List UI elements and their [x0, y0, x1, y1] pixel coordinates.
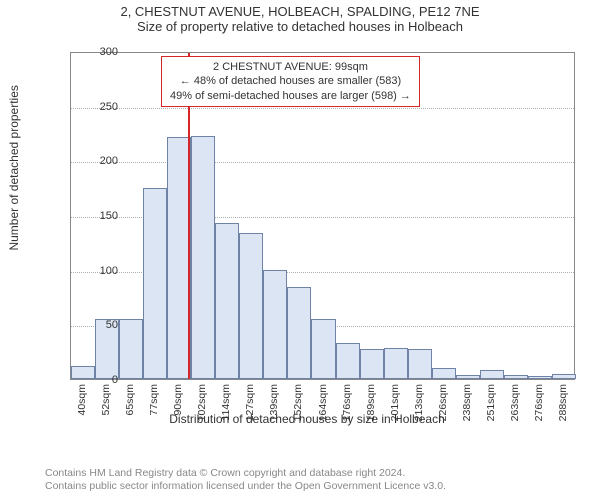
y-tick-label: 300	[78, 46, 118, 58]
histogram-bar	[263, 270, 287, 379]
page-title-subtitle: Size of property relative to detached ho…	[0, 19, 600, 38]
x-tick-label: 176sqm	[341, 384, 353, 421]
x-tick-label: 114sqm	[220, 384, 232, 421]
gridline	[71, 108, 574, 109]
y-tick-label: 200	[78, 155, 118, 167]
y-tick-label: 100	[78, 265, 118, 277]
histogram-bar	[191, 136, 215, 379]
histogram-chart: Number of detached properties 2 CHESTNUT…	[28, 44, 586, 424]
annotation-line3: 49% of semi-detached houses are larger (…	[170, 89, 411, 103]
attribution-text: Contains HM Land Registry data © Crown c…	[45, 467, 446, 494]
x-tick-label: 201sqm	[389, 384, 401, 421]
x-tick-label: 213sqm	[413, 384, 425, 421]
x-tick-label: 90sqm	[172, 384, 184, 416]
histogram-bar	[119, 319, 143, 379]
x-tick-label: 77sqm	[148, 384, 160, 416]
x-tick-label: 164sqm	[317, 384, 329, 421]
plot-area: 2 CHESTNUT AVENUE: 99sqm← 48% of detache…	[70, 52, 575, 380]
attribution-line1: Contains HM Land Registry data © Crown c…	[45, 467, 446, 481]
y-axis-label: Number of detached properties	[7, 85, 21, 250]
annotation-line2: ← 48% of detached houses are smaller (58…	[170, 74, 411, 88]
gridline	[71, 162, 574, 163]
x-tick-label: 276sqm	[533, 384, 545, 421]
histogram-bar	[239, 233, 263, 380]
histogram-bar	[215, 223, 239, 379]
histogram-bar	[456, 375, 480, 379]
x-tick-label: 102sqm	[196, 384, 208, 421]
x-tick-label: 288sqm	[557, 384, 569, 421]
y-tick-label: 150	[78, 210, 118, 222]
annotation-line1: 2 CHESTNUT AVENUE: 99sqm	[170, 60, 411, 74]
histogram-bar	[143, 188, 167, 379]
histogram-bar	[287, 287, 311, 379]
x-tick-label: 152sqm	[292, 384, 304, 421]
histogram-bar	[408, 349, 432, 379]
x-tick-label: 127sqm	[244, 384, 256, 421]
page-title-address: 2, CHESTNUT AVENUE, HOLBEACH, SPALDING, …	[0, 0, 600, 19]
annotation-box: 2 CHESTNUT AVENUE: 99sqm← 48% of detache…	[161, 56, 420, 107]
histogram-bar	[336, 343, 360, 379]
y-tick-label: 250	[78, 101, 118, 113]
x-tick-label: 189sqm	[365, 384, 377, 421]
histogram-bar	[311, 319, 335, 379]
x-tick-label: 226sqm	[437, 384, 449, 421]
x-tick-label: 40sqm	[76, 384, 88, 416]
x-tick-label: 52sqm	[100, 384, 112, 416]
x-tick-label: 139sqm	[268, 384, 280, 421]
x-tick-label: 263sqm	[509, 384, 521, 421]
histogram-bar	[432, 368, 456, 379]
x-tick-label: 251sqm	[485, 384, 497, 421]
histogram-bar	[552, 374, 576, 379]
x-tick-label: 65sqm	[124, 384, 136, 416]
histogram-bar	[504, 375, 528, 379]
y-tick-label: 50	[78, 319, 118, 331]
histogram-bar	[480, 370, 504, 379]
histogram-bar	[360, 349, 384, 379]
histogram-bar	[384, 348, 408, 379]
x-tick-label: 238sqm	[461, 384, 473, 421]
attribution-line2: Contains public sector information licen…	[45, 480, 446, 494]
histogram-bar	[528, 376, 552, 379]
